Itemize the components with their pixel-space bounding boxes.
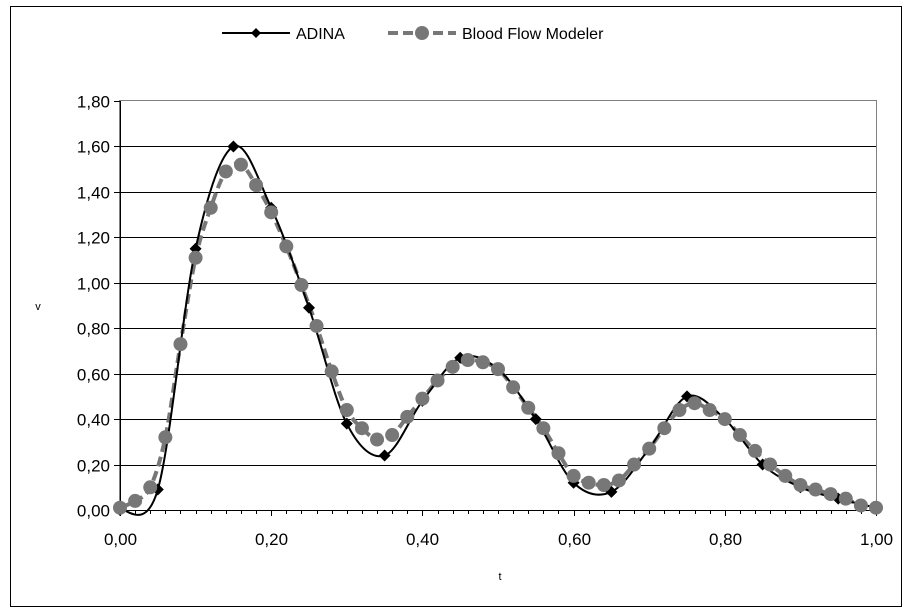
- legend-adina-label: ADINA: [296, 26, 345, 43]
- x-tick-label: 0,40: [406, 530, 439, 549]
- x-tick-label: 0,60: [558, 530, 591, 549]
- data-point-blood-flow-modeler: [339, 403, 354, 418]
- data-point-blood-flow-modeler: [627, 457, 642, 472]
- data-point-blood-flow-modeler: [657, 421, 672, 436]
- data-point-blood-flow-modeler: [158, 430, 173, 445]
- data-point-blood-flow-modeler: [279, 239, 294, 254]
- data-point-blood-flow-modeler: [218, 164, 233, 179]
- data-point-blood-flow-modeler: [400, 409, 415, 424]
- data-point-blood-flow-modeler: [687, 396, 702, 411]
- data-point-adina: [529, 413, 542, 426]
- data-point-blood-flow-modeler: [233, 157, 248, 172]
- data-point-blood-flow-modeler: [732, 428, 747, 443]
- legend-bfm-marker: [415, 26, 429, 40]
- data-point-blood-flow-modeler: [491, 362, 505, 377]
- y-tick-label: 1,60: [77, 138, 110, 157]
- data-point-blood-flow-modeler: [128, 493, 143, 508]
- data-point-blood-flow-modeler: [778, 468, 793, 483]
- data-point-blood-flow-modeler: [521, 400, 536, 415]
- legend: ADINA Blood Flow Modeler: [222, 26, 604, 43]
- data-point-blood-flow-modeler: [838, 491, 853, 506]
- data-point-blood-flow-modeler: [430, 373, 445, 388]
- data-point-blood-flow-modeler: [551, 446, 566, 461]
- y-tick-label: 0,80: [77, 320, 110, 339]
- data-point-blood-flow-modeler: [203, 200, 218, 215]
- data-point-blood-flow-modeler: [596, 478, 611, 493]
- data-point-blood-flow-modeler: [672, 403, 687, 418]
- data-point-blood-flow-modeler: [853, 498, 868, 513]
- data-point-blood-flow-modeler: [536, 421, 551, 436]
- data-point-blood-flow-modeler: [460, 353, 475, 368]
- data-point-blood-flow-modeler: [415, 391, 430, 406]
- axes: 0,00 0,20 0,40 0,60 0,80 1,00 1,20 1,40 1,60 1,80…: [77, 93, 893, 550]
- data-point-blood-flow-modeler: [445, 359, 460, 374]
- x-tick-label: 0,00: [104, 530, 137, 549]
- y-tick-label: 0,20: [77, 457, 110, 476]
- data-point-blood-flow-modeler: [264, 205, 279, 220]
- data-point-blood-flow-modeler: [113, 500, 127, 515]
- y-axis-title: v: [35, 301, 41, 313]
- y-tick-label: 1,40: [77, 184, 110, 203]
- data-point-blood-flow-modeler: [793, 478, 808, 493]
- data-point-blood-flow-modeler: [611, 473, 626, 488]
- y-tick-label: 1,20: [77, 229, 110, 248]
- y-tick-label: 0,00: [77, 502, 110, 521]
- data-point-adina: [303, 301, 315, 314]
- data-point-blood-flow-modeler: [143, 480, 158, 495]
- x-tick-label: 0,20: [255, 530, 288, 549]
- legend-bfm-label: Blood Flow Modeler: [462, 26, 604, 43]
- data-point-blood-flow-modeler: [385, 428, 400, 443]
- data-point-blood-flow-modeler: [808, 482, 823, 497]
- data-point-blood-flow-modeler: [506, 380, 521, 395]
- x-axis-title: t: [498, 571, 501, 583]
- data-point-blood-flow-modeler: [324, 364, 339, 379]
- plot-area: [119, 100, 877, 511]
- data-point-blood-flow-modeler: [566, 468, 581, 483]
- x-tick-label: 0,80: [709, 530, 742, 549]
- x-tick-label: 1,00: [860, 530, 893, 549]
- data-point-blood-flow-modeler: [869, 500, 883, 515]
- data-point-adina: [227, 140, 240, 153]
- data-point-blood-flow-modeler: [642, 441, 657, 456]
- data-point-blood-flow-modeler: [309, 318, 324, 333]
- data-point-blood-flow-modeler: [581, 475, 596, 490]
- legend-item-blood-flow-modeler: Blood Flow Modeler: [388, 26, 604, 43]
- data-point-blood-flow-modeler: [354, 421, 369, 436]
- data-point-blood-flow-modeler: [475, 355, 490, 370]
- y-tick-label: 0,40: [77, 411, 110, 430]
- data-point-adina: [340, 417, 353, 430]
- legend-adina-marker: [251, 28, 261, 38]
- data-point-blood-flow-modeler: [748, 443, 763, 458]
- y-tick-label: 1,00: [77, 275, 110, 294]
- series: [113, 140, 883, 516]
- data-point-blood-flow-modeler: [370, 432, 385, 447]
- data-point-blood-flow-modeler: [188, 250, 203, 265]
- data-point-blood-flow-modeler: [294, 278, 309, 293]
- y-tick-label: 1,80: [77, 93, 110, 112]
- data-point-blood-flow-modeler: [717, 412, 732, 427]
- data-point-blood-flow-modeler: [763, 457, 778, 472]
- data-point-blood-flow-modeler: [173, 337, 188, 352]
- data-point-adina: [378, 449, 391, 462]
- legend-item-adina: ADINA: [222, 26, 345, 43]
- data-point-blood-flow-modeler: [702, 403, 717, 418]
- y-tick-label: 0,60: [77, 366, 110, 385]
- data-point-blood-flow-modeler: [823, 487, 838, 502]
- gridlines: [120, 146, 876, 466]
- data-point-blood-flow-modeler: [249, 178, 264, 193]
